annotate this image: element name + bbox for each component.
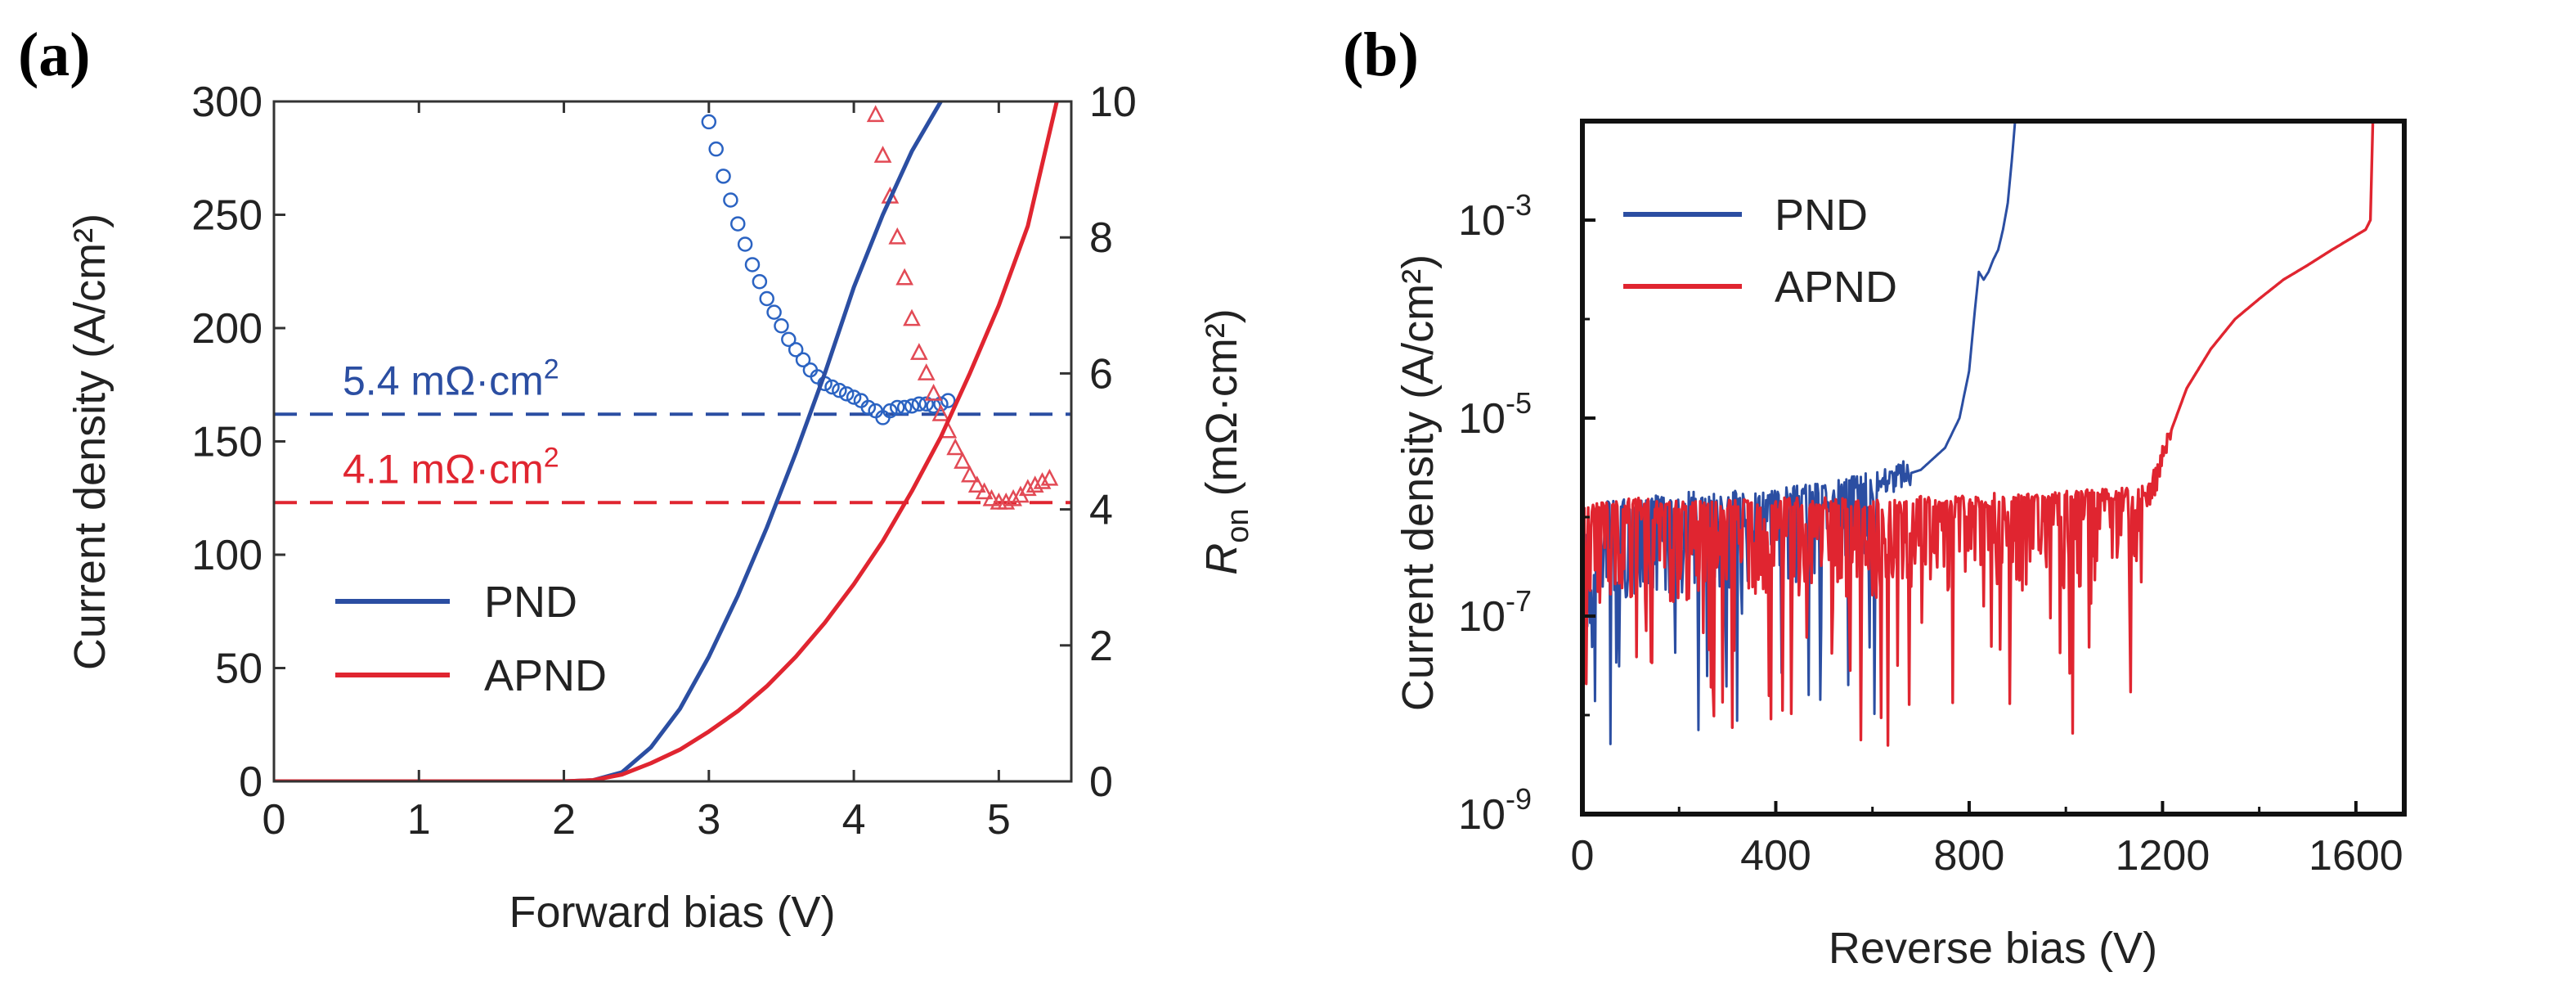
rsp-point-apnd — [888, 227, 907, 245]
y-tick-label-a: 150 — [191, 419, 263, 466]
rsp-point-pnd — [708, 141, 724, 157]
rsp-point-apnd — [903, 308, 921, 326]
rsp-point-pnd — [911, 396, 927, 412]
panel-a-label: (a) — [18, 20, 91, 89]
x-tick-label-b: 1600 — [2309, 832, 2403, 880]
y-tick-label-b: 10-9 — [1458, 782, 1532, 839]
y-tick-label-b: 10-5 — [1458, 386, 1532, 443]
y2-tick-label-a: 8 — [1089, 214, 1113, 262]
rsp-point-pnd — [723, 192, 738, 208]
y-tick-label-b: 10-7 — [1458, 584, 1532, 641]
rsp-point-pnd — [904, 398, 920, 414]
y-tick-label-a: 50 — [215, 646, 263, 693]
panel-a-forward-chart: (a) 0 1 2 3 4 5 0 50 100 150 200 250 300 0 2 4 6 8 10 5.… — [18, 20, 1255, 937]
rsp-point-pnd — [788, 342, 804, 358]
rsp-point-apnd — [946, 438, 965, 456]
legend-label-a: PND — [484, 578, 577, 627]
rsp-point-apnd — [1025, 475, 1044, 493]
rsp-point-pnd — [824, 379, 840, 395]
rsp-point-apnd — [917, 363, 936, 380]
rsp-point-pnd — [933, 396, 949, 412]
series-line-apnd — [274, 101, 1059, 781]
rsp-point-pnd — [766, 304, 782, 320]
y-tick-label-a: 200 — [191, 305, 263, 353]
x-tick-label-a: 2 — [552, 796, 576, 844]
series-line-pnd — [274, 101, 943, 781]
rsp-point-pnd — [846, 389, 862, 405]
y-tick-label-a: 100 — [191, 532, 263, 579]
rsp-point-apnd — [954, 452, 972, 469]
rsp-annotation: 5.4 mΩ·cm2 — [343, 353, 559, 403]
rsp-point-pnd — [781, 331, 797, 348]
rsp-point-pnd — [795, 352, 811, 368]
y2-tick-label-a: 2 — [1089, 623, 1113, 670]
legend-label-b: PND — [1775, 191, 1868, 240]
y2-title-unit: (mΩ·cm²) — [1197, 308, 1246, 508]
y-tick-label-b: 10-3 — [1458, 188, 1532, 245]
y-tick-label-a: 0 — [239, 758, 263, 806]
rsp-point-pnd — [744, 257, 761, 272]
rsp-point-pnd — [701, 114, 717, 130]
rsp-point-apnd — [909, 343, 928, 360]
x-tick-label-a: 4 — [842, 796, 866, 844]
y-tick-label-a: 300 — [191, 79, 263, 126]
y2-tick-label-a: 4 — [1089, 487, 1113, 534]
y2-tick-label-a: 10 — [1089, 79, 1137, 126]
legend-label-b: APND — [1775, 263, 1897, 312]
rsp-annotation: 4.1 mΩ·cm2 — [343, 442, 559, 492]
rsp-point-apnd — [866, 105, 885, 123]
rsp-point-pnd — [918, 396, 934, 412]
series-line-apnd — [1582, 121, 2375, 747]
rsp-point-pnd — [838, 386, 855, 402]
panel-b-label: (b) — [1343, 20, 1419, 89]
rsp-point-pnd — [730, 216, 746, 232]
rsp-point-apnd — [873, 146, 892, 163]
y-axis-title-a: Current density (A/cm²) — [65, 214, 114, 670]
y2-axis-title-a: Ron (mΩ·cm²) — [1197, 308, 1255, 575]
y2-title-main: R — [1197, 543, 1246, 575]
y2-title-sub: on — [1221, 508, 1255, 542]
rsp-point-apnd — [924, 384, 943, 401]
rsp-point-pnd — [860, 399, 877, 416]
rsp-point-pnd — [890, 399, 905, 416]
rsp-point-pnd — [737, 236, 753, 252]
x-tick-label-a: 0 — [263, 796, 286, 844]
rsp-point-pnd — [882, 403, 898, 419]
rsp-point-pnd — [774, 317, 789, 334]
panel-b-reverse-chart: (b) 0 400 800 1200 1600 10-9 10-7 10-5 10-3 PND… — [1343, 20, 2407, 973]
x-tick-label-b: 0 — [1571, 832, 1595, 880]
rsp-point-apnd — [997, 492, 1016, 510]
plot-frame-b — [1580, 119, 2407, 817]
rsp-point-pnd — [759, 290, 774, 307]
x-axis-title-a: Forward bias (V) — [509, 888, 835, 937]
rsp-point-apnd — [1033, 472, 1052, 489]
x-tick-label-a: 1 — [407, 796, 431, 844]
x-tick-label-a: 3 — [697, 796, 720, 844]
rsp-point-apnd — [975, 482, 994, 500]
rsp-point-pnd — [896, 399, 913, 416]
plot-frame-a — [272, 100, 1073, 783]
rsp-point-apnd — [967, 475, 986, 493]
rsp-point-pnd — [832, 382, 847, 398]
rsp-point-apnd — [1040, 468, 1059, 486]
y-tick-label-a: 250 — [191, 192, 263, 240]
y2-tick-label-a: 6 — [1089, 350, 1113, 398]
x-tick-label-b: 400 — [1740, 832, 1811, 880]
rsp-point-pnd — [752, 273, 768, 290]
rsp-point-apnd — [895, 268, 914, 286]
x-tick-label-b: 800 — [1934, 832, 2005, 880]
rsp-point-apnd — [982, 488, 1001, 506]
y-axis-title-b: Current density (A/cm²) — [1393, 254, 1443, 711]
x-tick-label-b: 1200 — [2116, 832, 2210, 880]
rsp-point-apnd — [1018, 479, 1037, 497]
rsp-point-apnd — [1004, 488, 1022, 506]
y2-tick-label-a: 0 — [1089, 758, 1113, 806]
x-axis-title-b: Reverse bias (V) — [1829, 924, 2157, 973]
rsp-point-pnd — [716, 169, 731, 184]
rsp-point-apnd — [931, 403, 950, 421]
legend-label-a: APND — [484, 651, 607, 700]
rsp-point-apnd — [961, 465, 979, 483]
x-tick-label-a: 5 — [987, 796, 1011, 844]
